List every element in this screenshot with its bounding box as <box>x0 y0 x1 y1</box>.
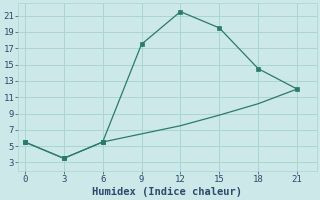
X-axis label: Humidex (Indice chaleur): Humidex (Indice chaleur) <box>92 186 243 197</box>
